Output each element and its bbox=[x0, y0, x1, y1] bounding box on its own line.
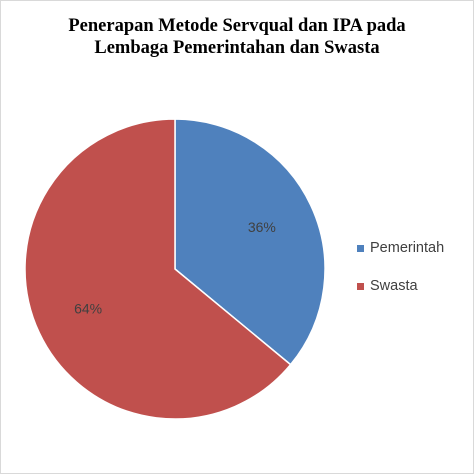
pie-slice-swasta bbox=[24, 118, 292, 420]
legend-label-swasta: Swasta bbox=[370, 278, 418, 294]
pie-slice-pemerintah bbox=[174, 118, 326, 366]
legend-item-pemerintah: Pemerintah bbox=[357, 237, 444, 259]
data-label-swasta: 64% bbox=[74, 301, 102, 317]
legend: Pemerintah Swasta bbox=[357, 237, 444, 313]
chart-title: Penerapan Metode Servqual dan IPA pada L… bbox=[1, 15, 473, 59]
legend-swatch-pemerintah bbox=[357, 244, 364, 252]
chart-title-line-2: Lembaga Pemerintahan dan Swasta bbox=[94, 38, 380, 58]
data-label-pemerintah: 36% bbox=[248, 219, 276, 235]
legend-swatch-swasta bbox=[357, 282, 364, 290]
legend-label-pemerintah: Pemerintah bbox=[370, 240, 445, 256]
chart-title-line-1: Penerapan Metode Servqual dan IPA pada bbox=[68, 16, 406, 36]
legend-item-swasta: Swasta bbox=[357, 275, 444, 297]
